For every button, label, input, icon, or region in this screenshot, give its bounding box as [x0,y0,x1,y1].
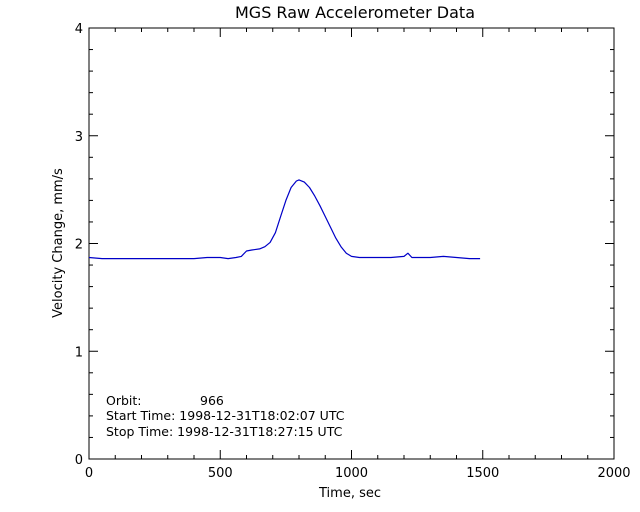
y-tick-label: 4 [75,22,83,37]
x-tick-label: 2000 [597,466,630,481]
y-tick-label: 3 [75,130,83,145]
y-tick-label: 2 [75,238,83,253]
start-time: Start Time: 1998-12-31T18:02:07 UTC [106,408,345,423]
axes: 0 500 1000 1500 2000 0 1 2 3 4 [75,22,631,481]
x-tick-label: 0 [85,466,93,481]
chart-title: MGS Raw Accelerometer Data [235,3,475,22]
data-series-line [88,179,481,260]
orbit-value: 966 [200,393,224,408]
x-tick-label: 500 [208,466,233,481]
x-tick-label: 1000 [335,466,368,481]
x-tick-label: 1500 [466,466,499,481]
orbit-label: Orbit: [106,393,142,408]
y-axis-label: Velocity Change, mm/s [51,168,66,318]
stop-time: Stop Time: 1998-12-31T18:27:15 UTC [106,424,343,439]
y-tick-label: 0 [75,453,83,468]
plot-marks [88,179,481,260]
plot-frame [88,27,615,460]
x-axis-label: Time, sec [318,486,381,501]
y-tick-label: 1 [75,345,83,360]
